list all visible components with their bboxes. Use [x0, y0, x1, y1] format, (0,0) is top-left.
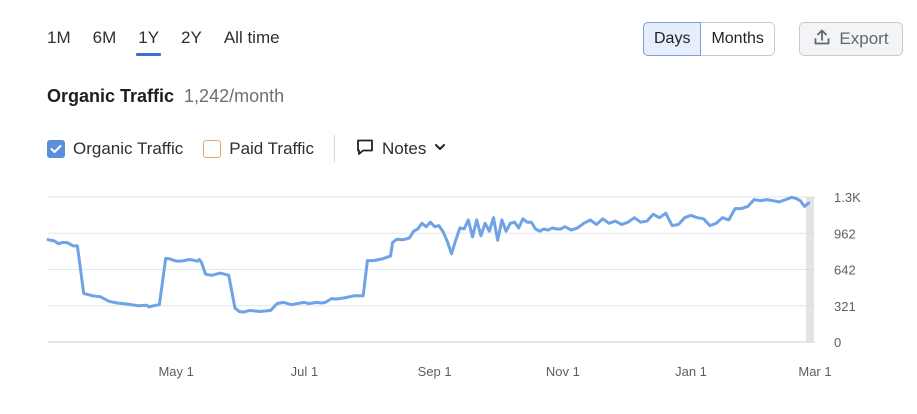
checkbox-unchecked-icon[interactable]: [203, 140, 222, 158]
x-tick-label: Nov 1: [546, 364, 580, 379]
y-tick-label: 962: [834, 226, 856, 241]
notes-dropdown[interactable]: Notes: [355, 137, 447, 162]
y-tick-label: 321: [834, 299, 856, 314]
comment-icon: [355, 137, 375, 162]
legend-organic-label: Organic Traffic: [73, 139, 184, 158]
legend-divider: [333, 135, 335, 163]
checkbox-checked-icon[interactable]: [47, 140, 65, 158]
legend-organic-traffic[interactable]: Organic Traffic: [47, 139, 183, 159]
range-tab-1m[interactable]: 1M: [47, 28, 71, 47]
legend: Organic Traffic Paid Traffic Notes: [47, 135, 447, 163]
range-tab-2y[interactable]: 2Y: [181, 28, 202, 47]
range-tab-1y[interactable]: 1Y: [136, 28, 161, 56]
export-label: Export: [839, 29, 889, 48]
chart-grid: [48, 196, 815, 343]
time-range-tabs: 1M 6M 1Y 2Y All time: [47, 28, 302, 56]
granularity-toggle: Days Months: [643, 22, 775, 56]
y-axis-ticks: 1.3K 962 642 321 0: [834, 190, 861, 350]
x-tick-label: May 1: [158, 364, 193, 379]
x-axis-ticks: May 1 Jul 1 Sep 1 Nov 1 Jan 1 Mar 1: [158, 364, 831, 379]
chevron-down-icon: [433, 139, 447, 159]
upload-icon: [813, 28, 831, 51]
range-tab-6m[interactable]: 6M: [92, 28, 117, 47]
x-tick-label: Jul 1: [291, 364, 318, 379]
y-tick-label: 0: [834, 335, 841, 350]
x-tick-label: Mar 1: [798, 364, 831, 379]
range-tab-all-time[interactable]: All time: [223, 28, 280, 47]
current-period-band: [806, 197, 814, 342]
organic-traffic-chart[interactable]: 1.3K 962 642 321 0 May 1 Jul 1 Sep 1 Nov 1 Jan 1…: [0, 180, 917, 400]
x-tick-label: Sep 1: [418, 364, 452, 379]
x-tick-label: Jan 1: [675, 364, 707, 379]
series-line-organic-traffic: [46, 195, 811, 314]
days-button[interactable]: Days: [643, 22, 702, 56]
export-button[interactable]: Export: [799, 22, 903, 56]
months-button[interactable]: Months: [701, 22, 775, 56]
notes-label: Notes: [381, 139, 427, 158]
y-tick-label: 642: [834, 263, 856, 278]
chart-title: Organic Traffic: [47, 86, 175, 106]
legend-paid-label: Paid Traffic: [229, 139, 314, 158]
legend-paid-traffic[interactable]: Paid Traffic: [203, 139, 314, 159]
traffic-value: 1,242/month: [184, 86, 285, 106]
chart-header: Organic Traffic 1,242/month: [47, 86, 284, 107]
y-tick-label: 1.3K: [834, 190, 861, 205]
